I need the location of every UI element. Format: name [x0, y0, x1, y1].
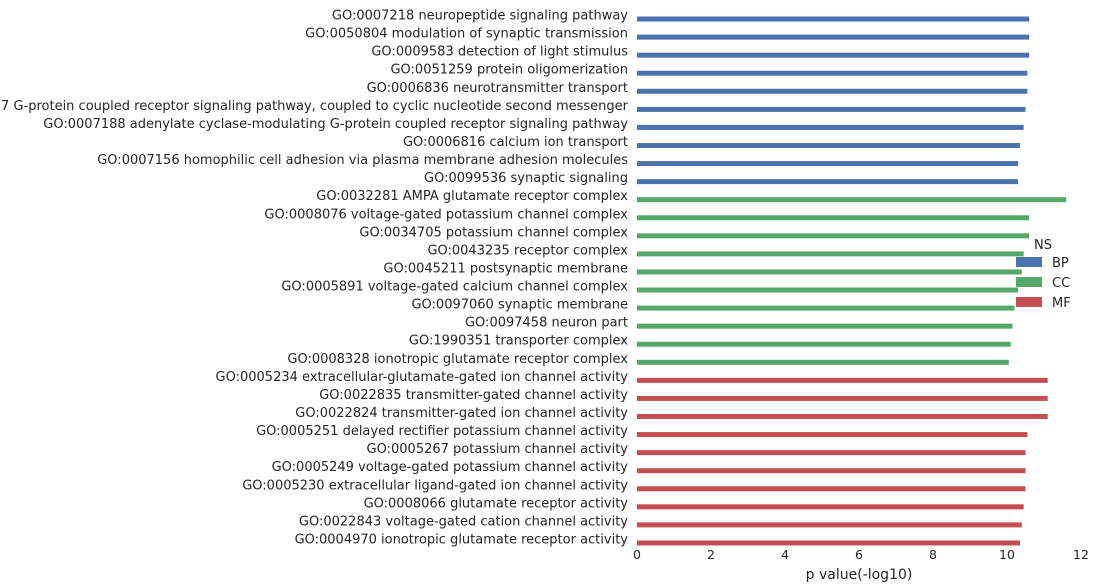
- y-tick-label: GO:0022843 voltage-gated cation channel …: [299, 514, 628, 529]
- y-tick-label: GO:0032281 AMPA glutamate receptor compl…: [316, 189, 628, 204]
- legend-label-mf: MF: [1052, 296, 1071, 311]
- y-tick-label: GO:1990351 transporter complex: [409, 334, 628, 349]
- y-tick-label: GO:0006836 neurotransmitter transport: [367, 81, 628, 96]
- y-tick-label: GO:0005267 potassium channel activity: [367, 442, 629, 457]
- y-tick-label: GO:0009583 detection of light stimulus: [371, 45, 628, 60]
- y-tick-label: GO:0043235 receptor complex: [427, 243, 628, 258]
- y-tick-label: GO:0022824 transmitter-gated ion channel…: [295, 406, 628, 421]
- y-tick-label: GO:0007218 neuropeptide signaling pathwa…: [332, 9, 628, 24]
- x-tick-label: 8: [929, 547, 937, 562]
- bar-cc: [637, 197, 1067, 203]
- bar-mf: [637, 540, 1020, 546]
- bar-mf: [637, 432, 1028, 438]
- bar-mf: [637, 468, 1026, 474]
- bar-mf: [637, 522, 1022, 528]
- y-tick-label: GO:0045211 postsynaptic membrane: [383, 261, 628, 276]
- y-tick-label: GO:0005891 voltage-gated calcium channel…: [281, 280, 628, 295]
- legend-swatch-cc: [1016, 277, 1042, 287]
- bar-bp: [637, 34, 1030, 40]
- y-tick-label: GO:0007156 homophilic cell adhesion via …: [97, 153, 628, 168]
- bar-bp: [637, 16, 1030, 22]
- bar-cc: [637, 323, 1013, 329]
- bar-bp: [637, 161, 1019, 167]
- bar-cc: [637, 233, 1030, 239]
- legend-title: NS: [1034, 238, 1052, 253]
- bar-cc: [637, 305, 1015, 311]
- y-tick-label: GO:0022835 transmitter-gated channel act…: [319, 388, 628, 403]
- bar-bp: [637, 143, 1020, 148]
- bar-mf: [637, 504, 1024, 510]
- legend-label-bp: BP: [1052, 256, 1069, 271]
- bar-mf: [637, 377, 1048, 383]
- bar-bp: [637, 124, 1024, 130]
- y-tick-label: GO:0051259 protein oligomerization: [390, 63, 628, 78]
- bar-mf: [637, 486, 1026, 492]
- y-tick-label: GO:0008076 voltage-gated potassium chann…: [264, 207, 628, 222]
- y-tick-label: GO:0008066 glutamate receptor activity: [364, 496, 629, 511]
- y-tick-label: GO:0005249 voltage-gated potassium chann…: [272, 460, 629, 475]
- legend: NS BP CC MF: [1016, 238, 1071, 311]
- x-tick-label: 10: [999, 547, 1015, 562]
- x-tick-label: 4: [781, 547, 789, 562]
- y-tick-label: GO:0099536 synaptic signaling: [424, 171, 628, 186]
- bars-group: [637, 16, 1067, 546]
- y-tick-label: GO:0050804 modulation of synaptic transm…: [305, 27, 628, 42]
- x-tick-label: 2: [707, 547, 715, 562]
- bar-mf: [637, 450, 1026, 456]
- x-tick-label: 12: [1073, 547, 1089, 562]
- bar-bp: [637, 52, 1030, 58]
- x-tick-label: 0: [633, 547, 641, 562]
- y-tick-label: GO:0007188 adenylate cyclase-modulating …: [43, 117, 628, 132]
- y-tick-label: GO:0005251 delayed rectifier potassium c…: [256, 424, 628, 439]
- bar-cc: [637, 269, 1022, 275]
- y-tick-label: GO:0097060 synaptic membrane: [411, 298, 628, 313]
- x-tick-labels: 0 2 4 6 8 10 12: [633, 547, 1089, 562]
- y-tick-label: GO:0034705 potassium channel complex: [359, 225, 628, 240]
- y-tick-label: GO:0004970 ionotropic glutamate receptor…: [295, 532, 629, 547]
- bar-bp: [637, 106, 1026, 112]
- y-tick-label: GO:0007187 G-protein coupled receptor si…: [0, 99, 629, 114]
- y-tick-label: GO:0008328 ionotropic glutamate receptor…: [287, 352, 628, 367]
- y-tick-labels: GO:0007218 neuropeptide signaling pathwa…: [0, 9, 629, 548]
- bar-bp: [637, 88, 1028, 94]
- y-tick-label: GO:0006816 calcium ion transport: [403, 135, 628, 150]
- y-tick-label: GO:0097458 neuron part: [465, 316, 628, 331]
- bar-cc: [637, 251, 1024, 257]
- y-tick-label: GO:0005230 extracellular ligand-gated io…: [242, 478, 628, 493]
- legend-label-cc: CC: [1052, 276, 1070, 291]
- bar-mf: [637, 395, 1048, 401]
- legend-swatch-mf: [1016, 297, 1042, 307]
- bar-mf: [637, 414, 1048, 419]
- x-tick-label: 6: [855, 547, 863, 562]
- bar-cc: [637, 287, 1019, 293]
- y-tick-label: GO:0005234 extracellular-glutamate-gated…: [216, 370, 629, 385]
- bar-cc: [637, 359, 1009, 365]
- x-axis-label: p value(-log10): [806, 567, 913, 583]
- legend-swatch-bp: [1016, 257, 1042, 267]
- bar-bp: [637, 70, 1028, 76]
- bar-cc: [637, 215, 1030, 221]
- bar-bp: [637, 179, 1019, 185]
- bar-cc: [637, 341, 1011, 347]
